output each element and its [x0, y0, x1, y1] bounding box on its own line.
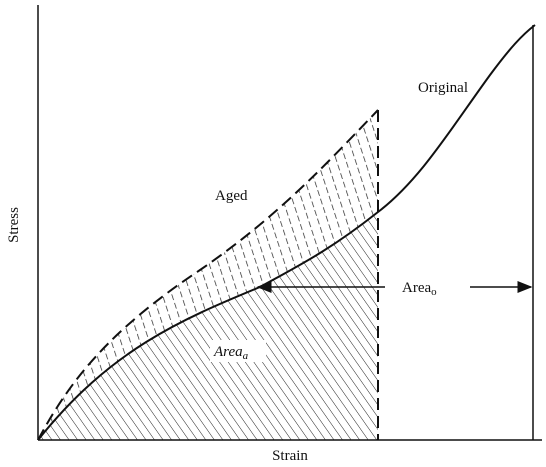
label-background: [397, 276, 467, 298]
area-text: Area: [402, 280, 431, 296]
x-axis-label: Strain: [272, 448, 308, 464]
aged-label: Aged: [215, 188, 248, 204]
area-aged-label: Areaa: [213, 344, 249, 362]
area-sub: o: [431, 286, 437, 298]
area-sub: a: [243, 350, 249, 362]
area-original-label: Areao: [402, 280, 437, 298]
original-curve: [37, 24, 536, 441]
y-axis-label: Stress: [6, 207, 22, 243]
label-background: [210, 340, 266, 362]
area-text: Area: [213, 344, 243, 360]
original-label: Original: [418, 80, 468, 96]
aged-curve: [37, 109, 379, 441]
